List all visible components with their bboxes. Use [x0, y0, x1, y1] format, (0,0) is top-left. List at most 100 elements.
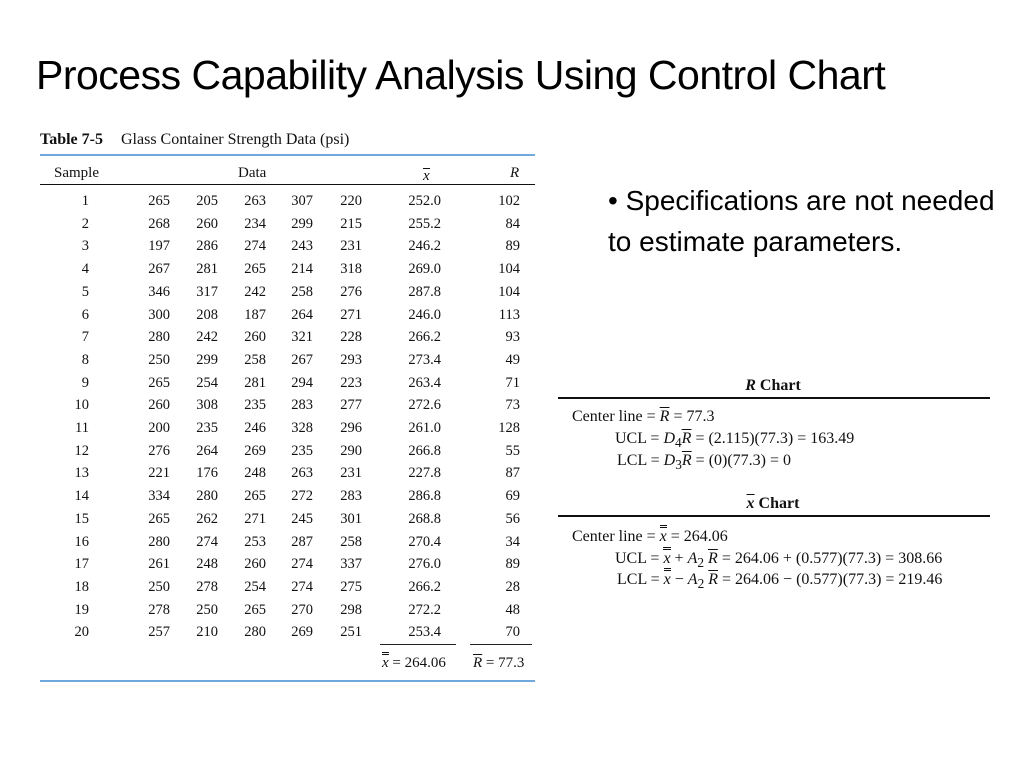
- r-cell: 70: [505, 624, 521, 641]
- data-cell: 235: [291, 442, 313, 459]
- r-chart-rule: [558, 397, 990, 399]
- table-row: 11 200 235 246 328 296 261.0 128: [40, 420, 535, 442]
- xbar-cell: 272.2: [408, 601, 441, 618]
- header-xbar: x: [423, 168, 430, 184]
- r-lcl-label: LCL =: [617, 452, 660, 469]
- r-lcl-value: = (0)(77.3) = 0: [695, 452, 792, 469]
- sample-number: 19: [74, 601, 90, 618]
- data-cell: 264: [291, 306, 313, 323]
- data-cell: 221: [148, 465, 170, 482]
- xbar-cell: 266.2: [408, 329, 441, 346]
- header-data: Data: [238, 165, 267, 181]
- r-sum-rule: [470, 644, 532, 645]
- r-center-label: Center line =: [572, 408, 656, 425]
- xbar-cell: 252.0: [408, 193, 441, 209]
- data-cell: 231: [340, 465, 362, 482]
- sample-number: 1: [81, 193, 89, 209]
- xbar-cell: 266.2: [408, 578, 441, 595]
- table-row: 3 197 286 274 243 231 246.2 89: [40, 238, 535, 260]
- data-cell: 214: [291, 261, 313, 278]
- xbar-cell: 286.8: [408, 488, 441, 505]
- data-cell: 269: [291, 624, 313, 641]
- data-cell: 283: [291, 397, 313, 414]
- data-cell: 265: [244, 488, 266, 505]
- r-cell: 48: [505, 601, 521, 618]
- data-cell: 274: [244, 238, 266, 255]
- table-row: 5 346 317 242 258 276 287.8 104: [40, 284, 535, 306]
- data-cell: 276: [148, 442, 170, 459]
- sample-number: 5: [81, 283, 89, 300]
- r-chart-symbol: R: [745, 377, 756, 394]
- r-cell: 84: [505, 215, 521, 232]
- data-cell: 223: [340, 374, 362, 391]
- data-cell: 265: [148, 510, 170, 527]
- r-cell: 93: [505, 329, 521, 346]
- sample-number: 17: [74, 556, 90, 573]
- r-cell: 49: [505, 351, 521, 368]
- data-cell: 318: [340, 261, 362, 278]
- header-r: R: [510, 165, 520, 181]
- data-cell: 228: [340, 329, 362, 346]
- table-row: 20 257 210 280 269 251 253.4 70: [40, 624, 535, 646]
- data-cell: 287: [291, 533, 313, 550]
- table-row: 12 276 264 269 235 290 266.8 55: [40, 443, 535, 465]
- x-ucl-line: UCL = x + A2 R = 264.06 + (0.577)(77.3) …: [615, 547, 943, 571]
- r-center-value: = 77.3: [673, 408, 715, 425]
- data-cell: 176: [196, 465, 218, 482]
- data-cell: 281: [196, 261, 218, 278]
- data-cell: 274: [291, 556, 313, 573]
- slide-title: Process Capability Analysis Using Contro…: [36, 52, 886, 98]
- data-cell: 254: [196, 374, 218, 391]
- data-cell: 294: [291, 374, 313, 391]
- data-cell: 265: [244, 261, 266, 278]
- data-cell: 328: [291, 420, 313, 436]
- xbar-cell: 276.0: [408, 556, 441, 573]
- data-cell: 248: [244, 465, 266, 482]
- r-cell: 113: [498, 306, 520, 323]
- data-cell: 274: [291, 578, 313, 595]
- r-cell: 69: [505, 488, 521, 505]
- data-cell: 299: [196, 351, 218, 368]
- data-cell: 260: [196, 215, 218, 232]
- rbar-value: = 77.3: [485, 655, 525, 671]
- bullet-text: Specifications are not needed to estimat…: [608, 185, 995, 257]
- table-row: 17 261 248 260 274 337 276.0 89: [40, 556, 535, 578]
- sample-number: 4: [81, 261, 89, 278]
- x-ucl-value: = 264.06 + (0.577)(77.3) = 308.66: [721, 550, 943, 567]
- data-cell: 263: [244, 193, 266, 209]
- data-cell: 317: [196, 283, 218, 300]
- r-cell: 89: [505, 556, 521, 573]
- header-sample: Sample: [54, 165, 99, 181]
- data-cell: 251: [340, 624, 362, 641]
- data-cell: 272: [291, 488, 313, 505]
- sample-number: 14: [74, 488, 90, 505]
- data-cell: 267: [148, 261, 170, 278]
- data-cell: 277: [340, 397, 362, 414]
- data-cell: 242: [244, 283, 266, 300]
- data-cell: 334: [148, 488, 170, 505]
- table-row: 2 268 260 234 299 215 255.2 84: [40, 216, 535, 238]
- data-cell: 301: [340, 510, 362, 527]
- r-cell: 89: [505, 238, 521, 255]
- data-cell: 250: [148, 351, 170, 368]
- sample-number: 8: [81, 351, 89, 368]
- x-center-line: Center line = x = 264.06: [572, 525, 728, 546]
- xbar-cell: 272.6: [408, 397, 441, 414]
- xbarbar-summary: x = 264.06: [382, 652, 446, 672]
- sample-number: 11: [75, 420, 89, 436]
- xbarbar-value: = 264.06: [392, 655, 446, 671]
- r-cell: 104: [498, 261, 520, 278]
- data-cell: 235: [244, 397, 266, 414]
- x-chart-word: Chart: [758, 495, 800, 512]
- data-cell: 270: [291, 601, 313, 618]
- sample-number: 10: [74, 397, 90, 414]
- r-cell: 28: [505, 578, 521, 595]
- x-chart-rule: [558, 515, 990, 517]
- data-cell: 283: [340, 488, 362, 505]
- data-cell: 308: [196, 397, 218, 414]
- sample-number: 2: [81, 215, 89, 232]
- data-cell: 257: [148, 624, 170, 641]
- sample-number: 6: [81, 306, 89, 323]
- x-ucl-label: UCL =: [615, 550, 660, 567]
- sample-number: 12: [74, 442, 90, 459]
